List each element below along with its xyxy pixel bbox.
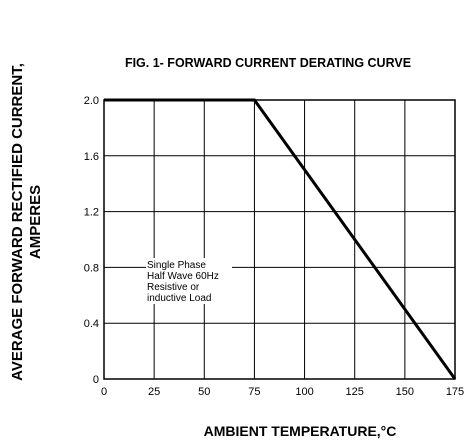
- x-tick-label-3: 75: [248, 386, 260, 398]
- x-tick-label-2: 50: [198, 386, 210, 398]
- annotation-background: [146, 258, 232, 304]
- y-tick-labels: 0 0.4 0.8 1.2 1.6 2.0: [84, 95, 99, 386]
- series-group: [104, 98, 457, 380]
- annotation-line-1: Single Phase: [147, 260, 206, 271]
- y-tick-label-0: 0: [93, 374, 99, 386]
- y-tick-label-3: 1.2: [84, 207, 99, 219]
- annotation-line-2: Half Wave 60Hz: [147, 271, 219, 282]
- y-tick-label-1: 0.4: [84, 318, 99, 330]
- x-tick-label-7: 175: [446, 386, 464, 398]
- y-axis-label-line2: AMPERES: [27, 185, 44, 259]
- annotation-line-3: Resistive or: [147, 282, 200, 293]
- grid-lines: [103, 99, 456, 380]
- x-axis-label: AMBIENT TEMPERATURE,°C: [204, 423, 397, 439]
- x-tick-labels: 0 25 50 75 100 125 150 175: [101, 386, 464, 398]
- x-tick-label-0: 0: [101, 386, 107, 398]
- x-tick-label-4: 100: [295, 386, 313, 398]
- y-tick-label-4: 1.6: [84, 151, 99, 163]
- plot-frame: [103, 99, 456, 380]
- x-tick-label-5: 125: [346, 386, 364, 398]
- y-tick-label-5: 2.0: [84, 95, 99, 107]
- y-axis-label-line1: AVERAGE FORWARD RECTIFIED CURRENT,: [9, 63, 26, 381]
- x-tick-label-6: 150: [396, 386, 414, 398]
- derating-curve-line: [104, 98, 457, 380]
- y-tick-label-2: 0.8: [84, 262, 99, 274]
- x-tick-label-1: 25: [148, 386, 160, 398]
- annotation-line-4: inductive Load: [147, 293, 212, 304]
- chart-title: FIG. 1- FORWARD CURRENT DERATING CURVE: [125, 56, 411, 70]
